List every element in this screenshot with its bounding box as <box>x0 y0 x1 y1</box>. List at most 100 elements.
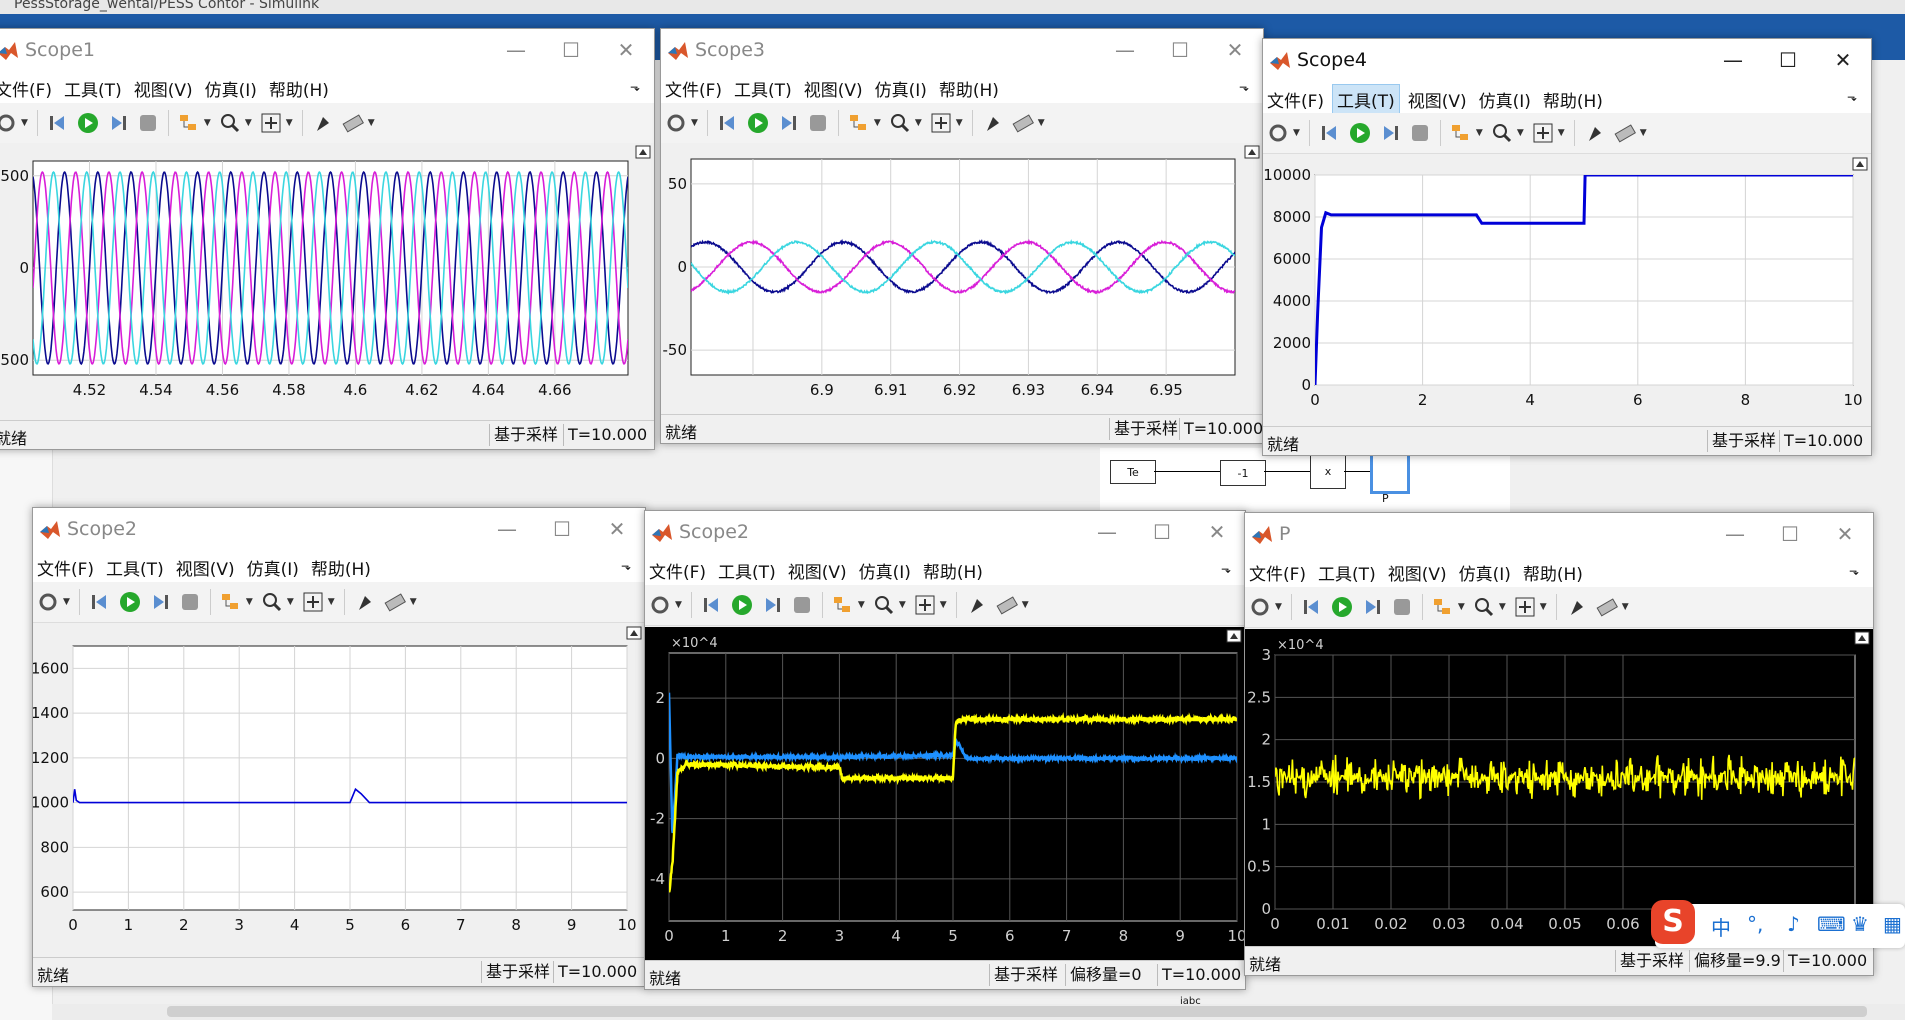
chevron-down-icon[interactable]: ▼ <box>873 118 881 128</box>
chevron-down-icon[interactable]: ▼ <box>285 118 293 128</box>
pin-icon[interactable] <box>1583 121 1607 145</box>
measure-icon[interactable] <box>1595 595 1619 619</box>
chevron-down-icon[interactable]: ▼ <box>1037 118 1045 128</box>
dock-icon[interactable]: ⬎ <box>1220 562 1231 576</box>
chevron-down-icon[interactable]: ▼ <box>203 118 211 128</box>
menu-item-0[interactable]: 文件(F) <box>0 81 53 101</box>
step-back-icon[interactable] <box>1300 595 1324 619</box>
minimize-icon[interactable]: — <box>1115 38 1135 62</box>
menu-item-4[interactable]: 帮助(H) <box>268 81 329 101</box>
settings-icon[interactable] <box>0 111 18 135</box>
menu-item-4[interactable]: 帮助(H) <box>938 81 999 101</box>
chevron-down-icon[interactable]: ▼ <box>63 597 70 607</box>
chevron-down-icon[interactable]: ▼ <box>691 118 698 128</box>
step-forward-icon[interactable] <box>760 593 784 617</box>
menu-item-1[interactable]: 工具(T) <box>718 563 776 583</box>
measure-icon[interactable] <box>1613 121 1637 145</box>
dock-icon[interactable]: ⬎ <box>1238 80 1249 94</box>
settings-icon[interactable] <box>1248 595 1272 619</box>
chevron-down-icon[interactable]: ▼ <box>955 118 963 128</box>
chevron-down-icon[interactable]: ▼ <box>898 600 906 610</box>
chevron-down-icon[interactable]: ▼ <box>1557 128 1565 138</box>
menu-item-3[interactable]: 仿真(I) <box>874 81 927 101</box>
fit-axes-icon[interactable] <box>913 593 937 617</box>
run-icon[interactable] <box>730 593 754 617</box>
fit-axes-icon[interactable] <box>301 590 325 614</box>
fit-axes-icon[interactable] <box>259 111 283 135</box>
highlight-icon[interactable] <box>177 111 201 135</box>
product-block[interactable]: x <box>1310 453 1346 489</box>
step-back-icon[interactable] <box>716 111 740 135</box>
chevron-down-icon[interactable]: ▼ <box>327 597 335 607</box>
menu-item-2[interactable]: 视图(V) <box>1387 565 1447 585</box>
scope4-window[interactable]: Scope4— ☐ ✕ 文件(F) 工具(T) 视图(V) 仿真(I) 帮助(H) ⬎ ▼ ▼ ▼ ▼ ▼… <box>1262 38 1872 456</box>
menu-item-0[interactable]: 文件(F) <box>1267 92 1325 112</box>
step-forward-icon[interactable] <box>148 590 172 614</box>
ime-toolbar[interactable]: S 中 °, ♪ ⌨ ♛ ▦ <box>1651 900 1905 948</box>
minimize-icon[interactable]: — <box>1725 522 1745 546</box>
scope3-window[interactable]: Scope3— ☐ ✕ 文件(F) 工具(T) 视图(V) 仿真(I) 帮助(H) ⬎ ▼ ▼ ▼ ▼ ▼… <box>660 28 1264 444</box>
minimize-icon[interactable]: — <box>506 38 526 62</box>
chevron-down-icon[interactable]: ▼ <box>245 597 253 607</box>
grid-icon[interactable]: ▦ <box>1883 912 1902 936</box>
zoom-icon[interactable] <box>260 590 284 614</box>
plot-svg[interactable]: 0 1 2 3 4 5 6 7 8 9 10 600 800 1000 1200 1400 1600 <box>33 624 646 954</box>
chevron-down-icon[interactable]: ▼ <box>1275 602 1282 612</box>
close-icon[interactable]: ✕ <box>608 517 626 541</box>
menu-item-3[interactable]: 仿真(I) <box>1478 92 1531 112</box>
model-canvas[interactable]: Te -1 x P <box>1100 448 1510 518</box>
expand-arrow-icon[interactable] <box>630 630 638 636</box>
settings-icon[interactable] <box>664 111 688 135</box>
window-titlebar[interactable]: Scope4 — ☐ ✕ <box>1263 39 1871 83</box>
scope2-window-a[interactable]: Scope2— ☐ ✕ 文件(F) 工具(T) 视图(V) 仿真(I) 帮助(H) ⬎ ▼ ▼ ▼ ▼ ▼… <box>32 507 646 987</box>
highlight-icon[interactable] <box>831 593 855 617</box>
plot-area[interactable]: 6.9 6.91 6.92 6.93 6.94 6.95 50 0 -50 <box>661 143 1263 413</box>
highlight-icon[interactable] <box>219 590 243 614</box>
run-icon[interactable] <box>746 111 770 135</box>
chevron-down-icon[interactable]: ▼ <box>914 118 922 128</box>
menu-item-2[interactable]: 视图(V) <box>1407 92 1467 112</box>
chevron-down-icon[interactable]: ▼ <box>244 118 252 128</box>
plot-area[interactable]: 0 0.01 0.02 0.03 0.04 0.05 0.06 0 0.5 1 1.5 2 2.5 3 ×1… <box>1245 629 1873 947</box>
close-icon[interactable]: ✕ <box>1226 38 1244 62</box>
measure-icon[interactable] <box>341 111 365 135</box>
menu-item-0[interactable]: 文件(F) <box>37 560 95 580</box>
chevron-down-icon[interactable]: ▼ <box>1293 128 1300 138</box>
menu-item-1[interactable]: 工具(T) <box>1332 84 1400 115</box>
step-forward-icon[interactable] <box>1360 595 1384 619</box>
zoom-icon[interactable] <box>218 111 242 135</box>
maximize-icon[interactable]: ☐ <box>562 38 580 62</box>
settings-icon[interactable] <box>36 590 60 614</box>
menu-item-2[interactable]: 视图(V) <box>803 81 863 101</box>
zoom-icon[interactable] <box>1472 595 1496 619</box>
settings-icon[interactable] <box>648 593 672 617</box>
chevron-down-icon[interactable]: ▼ <box>286 597 294 607</box>
settings-icon[interactable] <box>1266 121 1290 145</box>
maximize-icon[interactable]: ☐ <box>553 517 571 541</box>
window-titlebar[interactable]: Scope1 — ☐ ✕ <box>0 29 654 73</box>
plot-svg[interactable]: 4.52 4.54 4.56 4.58 4.6 4.62 4.64 4.66 500 0 500 <box>0 143 655 419</box>
plot-area[interactable]: 0 1 2 3 4 5 6 7 8 9 10 2 0 -2 -4 ×10^4 <box>645 627 1245 961</box>
plot-svg[interactable]: 0 2 4 6 8 10 0 2000 4000 6000 8000 10000 <box>1263 155 1872 425</box>
chevron-down-icon[interactable]: ▼ <box>1457 602 1465 612</box>
menu-item-2[interactable]: 视图(V) <box>787 563 847 583</box>
chevron-down-icon[interactable]: ▼ <box>1516 128 1524 138</box>
step-forward-icon[interactable] <box>106 111 130 135</box>
dock-icon[interactable]: ⬎ <box>620 559 631 573</box>
run-icon[interactable] <box>1330 595 1354 619</box>
menu-item-2[interactable]: 视图(V) <box>133 81 193 101</box>
maximize-icon[interactable]: ☐ <box>1171 38 1189 62</box>
maximize-icon[interactable]: ☐ <box>1779 48 1797 72</box>
menu-item-1[interactable]: 工具(T) <box>64 81 122 101</box>
pin-icon[interactable] <box>353 590 377 614</box>
gain-block[interactable]: -1 <box>1220 460 1266 486</box>
pin-icon[interactable] <box>981 111 1005 135</box>
chevron-down-icon[interactable]: ▼ <box>1639 128 1647 138</box>
menu-item-0[interactable]: 文件(F) <box>1249 565 1307 585</box>
run-icon[interactable] <box>1348 121 1372 145</box>
menu-item-3[interactable]: 仿真(I) <box>246 560 299 580</box>
scope2-window-b[interactable]: Scope2— ☐ ✕ 文件(F) 工具(T) 视图(V) 仿真(I) 帮助(H) ⬎ ▼ ▼ ▼ ▼ ▼… <box>644 510 1246 990</box>
measure-icon[interactable] <box>383 590 407 614</box>
stop-icon[interactable] <box>178 590 202 614</box>
chevron-down-icon[interactable]: ▼ <box>939 600 947 610</box>
